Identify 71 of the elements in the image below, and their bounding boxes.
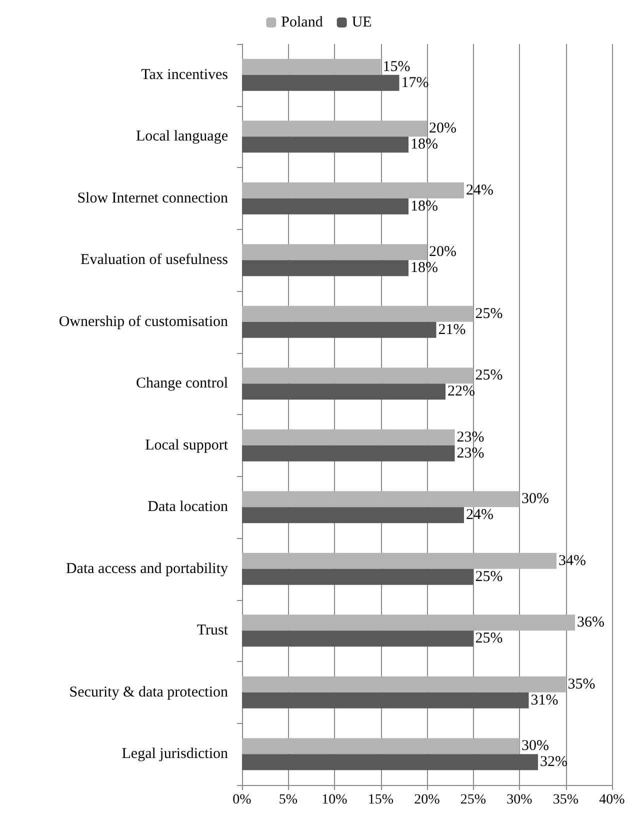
data-label: 18% (410, 136, 438, 153)
data-label: 17% (401, 74, 429, 91)
y-tick-label: Ownership of customisation (58, 314, 228, 330)
legend-label: Poland (281, 14, 324, 30)
data-label: 36% (577, 614, 604, 631)
bar (242, 754, 538, 770)
data-label: 22% (448, 384, 475, 400)
x-tick-label: 35% (552, 792, 579, 808)
bar (242, 58, 381, 75)
data-label: 20% (429, 244, 456, 260)
x-tick-label: 10% (322, 792, 348, 808)
y-tick-label: Legal jurisdiction (122, 746, 228, 762)
bar (242, 182, 464, 198)
data-label: 24% (466, 182, 494, 198)
bar (242, 491, 520, 508)
data-label: 32% (540, 754, 568, 770)
x-tick-label: 20% (414, 792, 440, 808)
data-label: 25% (475, 306, 503, 322)
bar (242, 676, 566, 692)
bar (242, 568, 474, 585)
y-tick-label: Local language (136, 128, 228, 145)
bar (242, 306, 474, 322)
legend-label: UE (352, 14, 372, 30)
data-label: 24% (466, 507, 494, 524)
data-label: 21% (438, 322, 466, 338)
bar (242, 136, 408, 153)
bar (242, 260, 408, 276)
x-tick-label: 30% (506, 792, 533, 808)
data-label: 15% (382, 58, 410, 75)
bar (242, 384, 446, 400)
y-tick-label: Local support (145, 437, 229, 454)
bar (242, 322, 436, 338)
data-label: 18% (410, 260, 438, 276)
x-tick-label: 40% (599, 792, 626, 808)
y-tick-label: Security & data protection (69, 684, 228, 700)
bar (242, 614, 575, 631)
data-label: 31% (530, 692, 558, 708)
x-tick-label: 25% (460, 792, 486, 808)
data-label: 25% (475, 630, 503, 647)
y-tick-label: Evaluation of usefulness (80, 252, 228, 268)
y-tick-label: Data location (148, 499, 228, 516)
data-label: 35% (568, 676, 596, 692)
data-label: 23% (456, 445, 484, 462)
bar (242, 198, 408, 214)
bar (242, 120, 427, 137)
bar (242, 507, 464, 524)
x-tick-label: 0% (232, 792, 252, 808)
bar (242, 445, 455, 462)
data-label: 25% (475, 568, 503, 585)
data-label: 25% (475, 368, 503, 384)
y-tick-label: Data access and portability (66, 560, 228, 577)
bar (242, 74, 400, 91)
x-tick-label: 5% (278, 792, 298, 808)
data-label: 23% (456, 429, 484, 446)
bar (242, 738, 520, 754)
bar (242, 552, 556, 569)
data-label: 18% (410, 198, 438, 214)
bar (242, 368, 474, 384)
bar (242, 429, 455, 446)
data-label: 30% (522, 738, 549, 754)
data-label: 20% (429, 120, 456, 137)
bar (242, 244, 427, 260)
data-label: 34% (558, 552, 586, 569)
bar (242, 630, 474, 647)
data-label: 30% (522, 491, 549, 508)
bar (242, 692, 529, 708)
y-tick-label: Slow Internet connection (77, 190, 228, 206)
y-tick-label: Change control (136, 376, 228, 392)
y-tick-label: Tax incentives (141, 66, 228, 83)
x-tick-label: 15% (368, 792, 394, 808)
y-tick-label: Trust (196, 622, 229, 639)
